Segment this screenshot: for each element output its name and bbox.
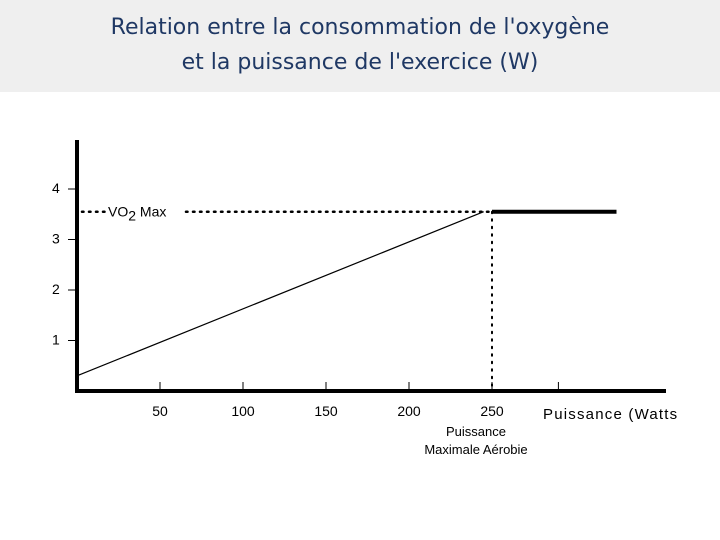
vo2max-guides (80, 210, 494, 392)
chart-axes (75, 140, 666, 393)
x-axis-ticks: 50 100 150 200 250 Puissance (Watts (152, 382, 678, 423)
chart-title-line-1: Relation entre la consommation de l'oxyg… (110, 15, 610, 40)
y-tick-label: 4 (52, 180, 60, 196)
chart-title-line-2: et la puissance de l'exercice (W) (181, 50, 539, 75)
x-tick-label: 250 (480, 403, 504, 419)
pma-label-line-1: Puissance (446, 424, 506, 439)
x-tick-label: 150 (314, 403, 338, 419)
chart-series (76, 209, 617, 377)
pma-label-line-2: Maximale Aérobie (424, 442, 527, 457)
vo2-ramp-line (76, 211, 484, 377)
title-band: Relation entre la consommation de l'oxyg… (0, 0, 720, 92)
y-tick-label: 2 (52, 281, 60, 297)
x-tick-label: 50 (152, 403, 168, 419)
y-axis-ticks: 1 2 3 4 (52, 180, 77, 348)
y-tick-label: 1 (52, 332, 60, 348)
chart-annotations: VO2 Max Puissance Maximale Aérobie (108, 204, 528, 457)
x-tick-label: 200 (397, 403, 421, 419)
vo2max-label: VO2 Max (108, 204, 166, 224)
x-axis-label: Puissance (Watts (543, 406, 678, 423)
y-tick-label: 3 (52, 231, 60, 247)
x-tick-label: 100 (231, 403, 255, 419)
